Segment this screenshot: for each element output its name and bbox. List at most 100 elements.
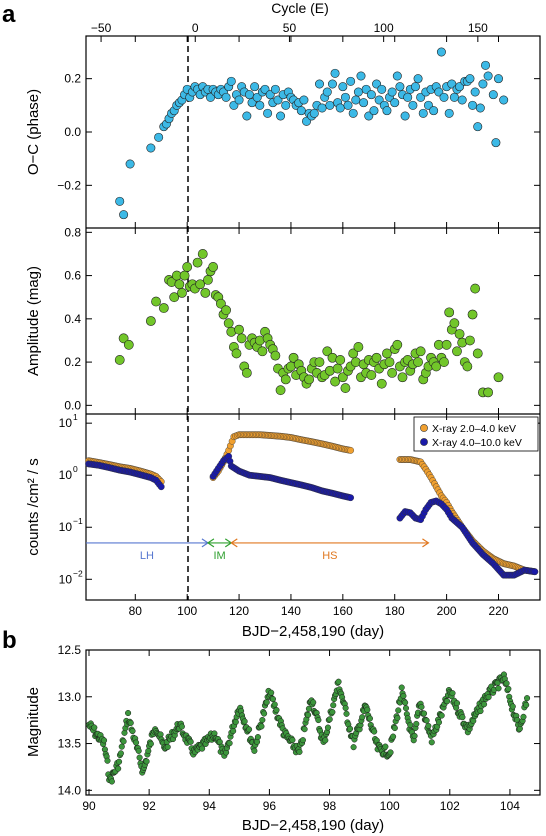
oc-point (346, 76, 356, 86)
xray-ytick-label: 10 (59, 416, 73, 430)
oc-point (429, 106, 439, 116)
xray-ytick-exponent: 0 (73, 464, 78, 474)
mag-point (495, 685, 502, 692)
mag-point (435, 719, 443, 726)
amp-point (179, 270, 190, 281)
b-xtick-label: 102 (440, 799, 460, 813)
mag-series (85, 671, 531, 785)
mag-point (418, 703, 425, 711)
mag-point (449, 690, 456, 697)
amp-point (192, 257, 203, 268)
mag-point (366, 715, 373, 722)
panel-b-label: b (2, 627, 17, 654)
mag-point (115, 765, 122, 772)
mag-point (296, 748, 303, 755)
top-axis-ticks: −50 0 50 100 150 (91, 21, 488, 42)
amp-point (340, 383, 351, 393)
mag-point (310, 699, 317, 706)
mag-point (453, 700, 461, 707)
oc-point (444, 108, 454, 118)
mag-point (524, 695, 531, 702)
top-tick-label: −50 (91, 21, 112, 35)
amp-point (472, 348, 483, 359)
mag-point (143, 758, 150, 765)
mag-point (136, 754, 143, 761)
amp-point (449, 318, 460, 329)
amp-point (465, 335, 475, 346)
xray-ylabel: counts /cm² / s (25, 458, 42, 556)
mag-yticks: 12.5 13.0 13.5 14.0 (58, 643, 540, 797)
amp-point (169, 292, 180, 303)
a-xtick-label: 120 (229, 604, 249, 618)
amp-point (353, 342, 364, 352)
mag-point (505, 685, 512, 692)
mag-point (444, 698, 451, 705)
oc-point (299, 95, 309, 105)
mag-point (104, 757, 111, 764)
amp-point (332, 363, 343, 374)
oc-point (119, 210, 129, 220)
oc-point (369, 106, 379, 116)
panel-b-xlabel: BJD−2,458,190 (day) (242, 817, 384, 834)
mag-point (251, 747, 258, 754)
legend-box (413, 416, 539, 452)
oc-point (493, 74, 503, 84)
amp-point (114, 355, 125, 365)
amp-point (371, 352, 382, 363)
mag-point (400, 692, 407, 699)
oc-point (314, 79, 324, 89)
amp-point (337, 372, 348, 383)
b-xtick-label: 94 (203, 799, 217, 813)
amp-point (384, 357, 395, 367)
mag-point (394, 714, 401, 722)
amp-point (322, 346, 333, 357)
oc-point (387, 87, 397, 97)
mag-point (230, 727, 237, 735)
top-axis-label: Cycle (E) (271, 0, 329, 16)
xray-ytick-exponent: −2 (73, 568, 83, 578)
amp-point (415, 346, 426, 357)
mag-point (135, 747, 142, 754)
amp-point (275, 385, 286, 396)
oc-point (309, 108, 319, 118)
mag-point (371, 728, 378, 735)
amp-point (288, 352, 299, 363)
oc-point (351, 95, 361, 105)
a-xtick-label: 100 (177, 604, 197, 618)
mag-point (273, 707, 280, 714)
amp-point (270, 350, 281, 361)
mag-point (481, 701, 488, 708)
amp-point (195, 279, 206, 290)
mag-point (359, 714, 366, 721)
state-arrow-head (422, 538, 430, 548)
mag-point (413, 720, 420, 727)
oc-point (436, 47, 446, 57)
mag-point (520, 713, 527, 720)
oc-point (317, 103, 327, 113)
amp-point (174, 279, 185, 290)
mag-point (187, 738, 194, 745)
amp-ytick-label: 0.8 (64, 225, 81, 239)
mag-point (100, 737, 108, 744)
oc-point (470, 87, 480, 97)
mag-point (391, 725, 398, 732)
state-arrow-head (230, 538, 238, 548)
mag-point (438, 712, 445, 719)
oc-point (403, 92, 413, 102)
oc-point (483, 71, 493, 81)
mag-point (226, 740, 233, 747)
panel-a-xlabel: BJD−2,458,190 (day) (242, 623, 384, 640)
oc-point (478, 79, 488, 89)
amp-point (454, 329, 465, 339)
panel-b-xticks: 90 92 94 96 98 100 102 104 (82, 650, 520, 813)
state-arrow-head (206, 538, 215, 548)
mag-point (411, 732, 418, 739)
mag-point (199, 745, 206, 752)
amp-ytick-label: 0.2 (64, 355, 81, 369)
mag-point (459, 714, 466, 721)
oc-point (457, 95, 467, 105)
mag-point (147, 740, 154, 747)
mag-point (407, 721, 414, 729)
amp-point (304, 374, 315, 385)
oc-point (322, 87, 332, 97)
